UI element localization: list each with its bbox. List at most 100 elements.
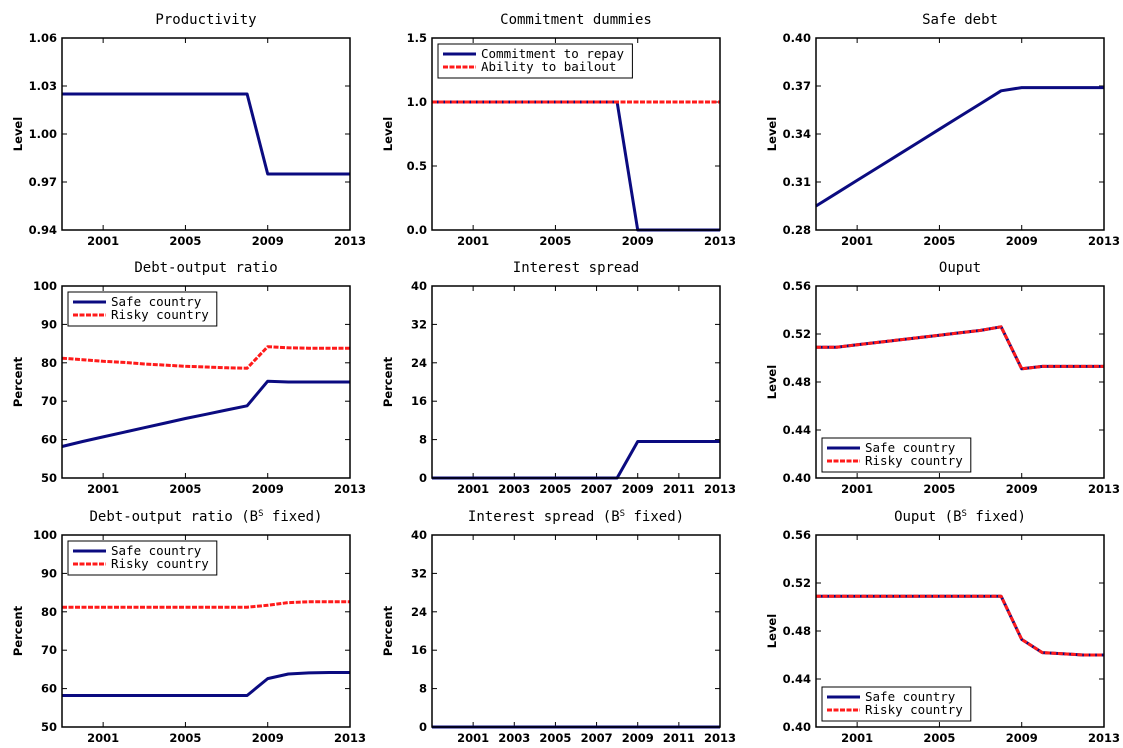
legend-box bbox=[821, 437, 972, 473]
chart-title-superscript: S bbox=[962, 509, 967, 519]
plot-frame bbox=[815, 285, 1105, 479]
y-tick-label: 0.44 bbox=[783, 423, 811, 437]
y-tick-label: 0.37 bbox=[783, 79, 811, 93]
chart-title: Ouput bbox=[939, 260, 981, 276]
y-tick-label: 70 bbox=[41, 643, 57, 657]
series-line-red bbox=[816, 325, 1104, 371]
y-tick-label: 60 bbox=[41, 682, 57, 696]
series-line-blue bbox=[815, 86, 1104, 208]
y-tick-label: 80 bbox=[41, 356, 57, 370]
chart-panel: Debt-output ratio (BS fixed) Percent 50 60 7… bbox=[11, 509, 366, 745]
x-tick-label: 2001 bbox=[841, 234, 873, 248]
chart-title-text: Debt-output ratio (B bbox=[89, 509, 258, 525]
y-tick-label: 40 bbox=[411, 528, 427, 542]
chart-title: Commitment dummies bbox=[500, 12, 652, 28]
x-tick-label: 2005 bbox=[169, 234, 201, 248]
x-tick-label: 2001 bbox=[87, 482, 119, 496]
chart-title-text: Ouput (B bbox=[894, 509, 961, 525]
plot-frame bbox=[61, 534, 351, 728]
x-tick-label: 2013 bbox=[704, 482, 736, 496]
x-tick-label: 2013 bbox=[1088, 234, 1120, 248]
legend-label: Risky country bbox=[865, 702, 963, 717]
series-line-blue bbox=[61, 379, 350, 448]
x-tick-label: 2005 bbox=[169, 731, 201, 745]
x-tick-label: 2005 bbox=[169, 482, 201, 496]
y-tick-label: 0.34 bbox=[783, 127, 811, 141]
x-tick-label: 2005 bbox=[539, 731, 571, 745]
chart-title-text: Debt-output ratio bbox=[134, 260, 277, 276]
plot-frame bbox=[431, 285, 721, 479]
y-tick-label: 0.40 bbox=[783, 31, 811, 45]
chart-title-text: Productivity bbox=[155, 12, 256, 28]
series-line-red bbox=[61, 345, 350, 370]
x-tick-label: 2009 bbox=[1006, 731, 1038, 745]
legend-label: Risky country bbox=[111, 307, 209, 322]
chart-panel: Interest spread (BS fixed) Percent 0 8 16 24 3… bbox=[381, 509, 736, 745]
x-tick-label: 2003 bbox=[498, 482, 530, 496]
y-tick-label: 90 bbox=[41, 317, 57, 331]
chart-title: Productivity bbox=[155, 12, 256, 28]
chart-panel: Commitment dummies Level 0.0 0.5 1.0 1.5 2001 2… bbox=[381, 12, 736, 248]
y-tick-label: 1.03 bbox=[29, 79, 57, 93]
chart-panel: Interest spread Percent 0 8 16 24 32 40 2001 2003… bbox=[381, 260, 736, 496]
y-axis-label: Percent bbox=[11, 356, 25, 407]
x-tick-label: 2009 bbox=[1006, 482, 1038, 496]
y-tick-label: 80 bbox=[41, 605, 57, 619]
x-tick-label: 2009 bbox=[622, 731, 654, 745]
x-tick-label: 2001 bbox=[87, 234, 119, 248]
y-tick-label: 0.44 bbox=[783, 672, 811, 686]
legend-label: Safe country bbox=[111, 294, 202, 309]
chart-title: Safe debt bbox=[922, 12, 998, 28]
legend-label: Ability to bailout bbox=[481, 59, 616, 74]
chart-title: Interest spread (BS fixed) bbox=[468, 509, 684, 525]
x-tick-label: 2001 bbox=[87, 731, 119, 745]
y-tick-label: 0.0 bbox=[407, 223, 427, 237]
x-tick-label: 2007 bbox=[581, 731, 613, 745]
y-tick-label: 60 bbox=[41, 433, 57, 447]
y-tick-label: 0.52 bbox=[783, 327, 811, 341]
chart-title: Ouput (BS fixed) bbox=[894, 509, 1026, 525]
x-tick-label: 2005 bbox=[539, 482, 571, 496]
y-tick-label: 0.48 bbox=[783, 375, 811, 389]
chart-title-tail: fixed) bbox=[263, 509, 322, 525]
chart-panel: Safe debt Level 0.28 0.31 0.34 0.37 0.40 2001 20… bbox=[765, 12, 1120, 248]
chart-title: Interest spread bbox=[513, 260, 639, 276]
chart-title-superscript: S bbox=[620, 509, 625, 519]
y-tick-label: 1.5 bbox=[407, 31, 427, 45]
chart-title: Debt-output ratio (BS fixed) bbox=[89, 509, 322, 525]
x-tick-label: 2009 bbox=[622, 482, 654, 496]
chart-title: Debt-output ratio bbox=[134, 260, 277, 276]
legend-box bbox=[67, 291, 218, 327]
x-tick-label: 2013 bbox=[334, 234, 366, 248]
y-axis-label: Level bbox=[765, 365, 779, 399]
x-tick-label: 2013 bbox=[1088, 731, 1120, 745]
x-tick-label: 2003 bbox=[498, 731, 530, 745]
series-line-blue bbox=[432, 440, 720, 480]
x-tick-label: 2013 bbox=[334, 482, 366, 496]
y-axis-label: Percent bbox=[381, 356, 395, 407]
y-tick-label: 16 bbox=[411, 394, 427, 408]
y-tick-label: 0.40 bbox=[783, 471, 811, 485]
x-tick-label: 2005 bbox=[923, 482, 955, 496]
y-tick-label: 0.56 bbox=[783, 528, 811, 542]
series-line-blue bbox=[432, 100, 720, 232]
plot-frame bbox=[815, 534, 1105, 728]
plot-frame bbox=[431, 534, 721, 728]
y-tick-label: 0.5 bbox=[407, 159, 427, 173]
y-tick-label: 0.94 bbox=[29, 223, 57, 237]
y-tick-label: 0 bbox=[419, 471, 427, 485]
series-line-blue bbox=[62, 671, 350, 697]
x-tick-label: 2009 bbox=[252, 731, 284, 745]
chart-panel: Ouput Level 0.40 0.44 0.48 0.52 0.56 2001 2005 20… bbox=[765, 260, 1120, 496]
y-tick-label: 0.48 bbox=[783, 624, 811, 638]
y-tick-label: 0.28 bbox=[783, 223, 811, 237]
chart-title-tail: fixed) bbox=[967, 509, 1026, 525]
x-tick-label: 2013 bbox=[704, 234, 736, 248]
x-tick-label: 2005 bbox=[539, 234, 571, 248]
legend-label: Risky country bbox=[111, 556, 209, 571]
y-tick-label: 32 bbox=[411, 566, 427, 580]
y-tick-label: 16 bbox=[411, 643, 427, 657]
